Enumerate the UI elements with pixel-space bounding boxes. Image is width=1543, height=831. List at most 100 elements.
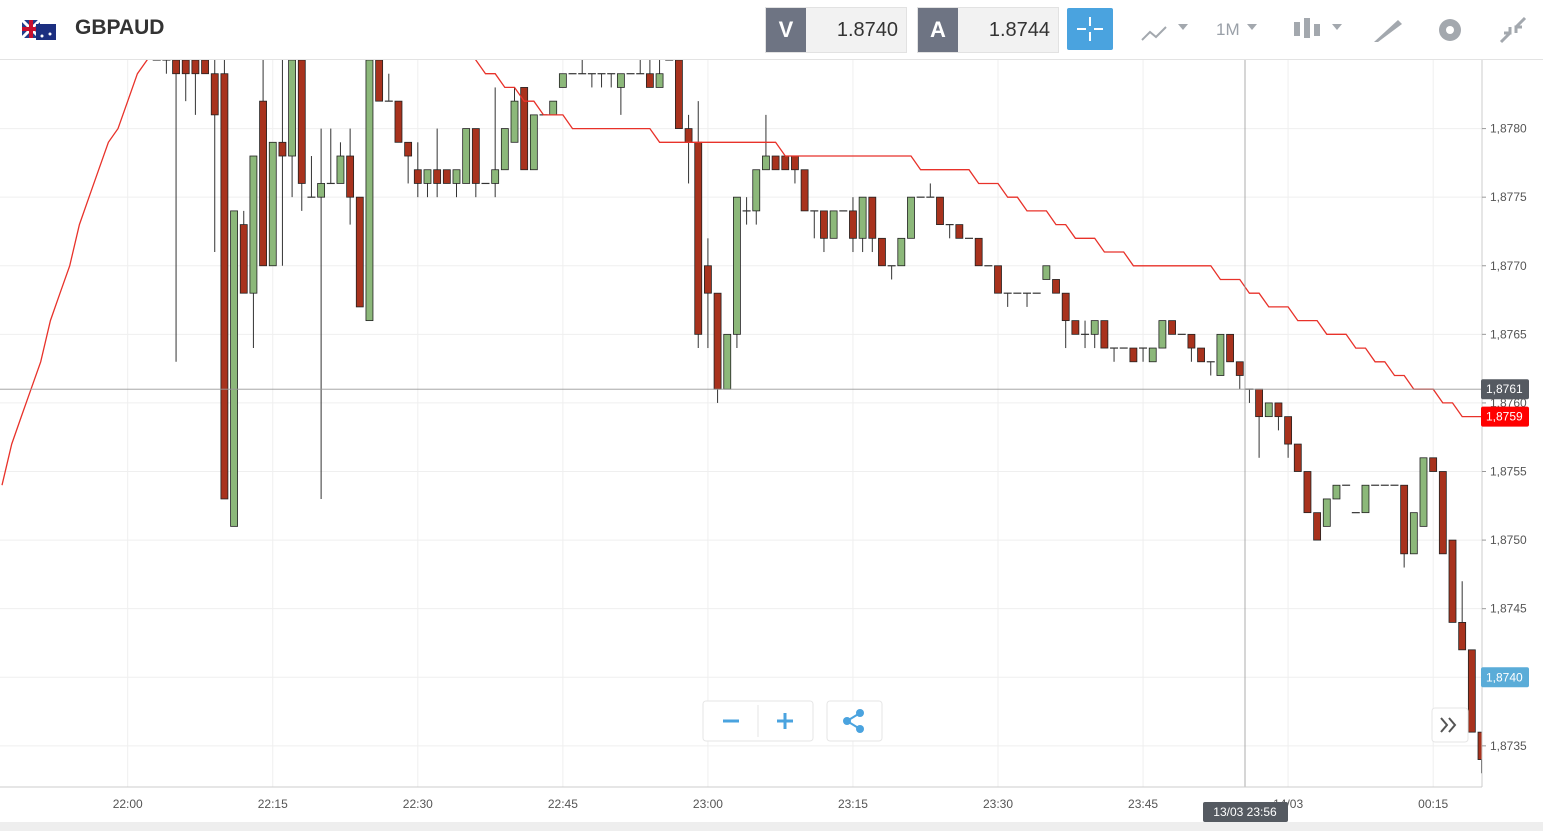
candle-body — [1458, 621, 1467, 651]
candle-body — [878, 237, 886, 267]
y-tick-label: 1,8780 — [1490, 122, 1527, 136]
candle-body — [1322, 498, 1331, 527]
zoom-controls — [702, 700, 1469, 743]
candle-body — [974, 237, 983, 267]
plot-area — [0, 60, 1482, 787]
candle-body — [471, 128, 480, 184]
candle-body — [172, 60, 180, 75]
candle-body — [1071, 320, 1080, 335]
candle-body — [1197, 347, 1205, 363]
candle-body — [994, 265, 1002, 294]
settings-button[interactable] — [1434, 14, 1466, 46]
candle-body — [191, 60, 200, 75]
candle-body — [317, 183, 326, 198]
candle-body — [1409, 512, 1418, 555]
candle-body — [500, 128, 509, 171]
candle-body — [800, 169, 809, 212]
x-tick-label: 23:30 — [983, 797, 1013, 811]
candle-body — [413, 169, 422, 184]
collapse-button[interactable] — [1497, 14, 1529, 46]
candle-body — [365, 60, 374, 322]
bottom-strip — [0, 822, 1543, 831]
candle-body — [1148, 347, 1157, 363]
bid-box[interactable]: V 1.8740 — [765, 7, 907, 53]
candle-body — [210, 73, 219, 116]
plot — [0, 60, 1482, 787]
candle-body — [288, 60, 297, 157]
scroll-end[interactable] — [1440, 717, 1457, 733]
crosshair-time: 13/03 23:56 — [1213, 805, 1277, 819]
candle-body — [1332, 484, 1341, 500]
bid-price: 1.8740 — [836, 19, 898, 41]
y-tick-label: 1,8755 — [1490, 465, 1527, 479]
candle-body — [1187, 333, 1196, 349]
candle-body — [1448, 539, 1457, 623]
candle-body — [684, 128, 693, 143]
candle-body — [781, 155, 790, 171]
candle-body — [762, 155, 770, 171]
ask-box[interactable]: A 1.8744 — [917, 7, 1059, 53]
crosshair-icon — [1077, 17, 1103, 41]
y-tick-label: 1,8770 — [1490, 259, 1527, 273]
candle-body — [675, 60, 683, 129]
flag-icon — [22, 20, 56, 40]
candle-body — [491, 169, 500, 184]
y-tick-label: 1,8750 — [1490, 533, 1527, 547]
x-tick-label: 23:15 — [838, 797, 868, 811]
candle-body — [1438, 471, 1447, 555]
candle-body — [713, 292, 722, 390]
chart-type-button[interactable] — [1138, 14, 1194, 46]
candle-body — [907, 196, 915, 239]
candle-body — [336, 155, 345, 184]
zoom-in[interactable] — [777, 713, 793, 729]
candle-body — [1284, 416, 1293, 445]
candle-body — [520, 87, 529, 171]
crosshair-button[interactable] — [1067, 8, 1113, 50]
candle-body — [1467, 649, 1476, 733]
y-tick-label: 1,8760 — [1490, 396, 1527, 410]
candle-body — [829, 210, 838, 239]
candle-body — [1235, 361, 1244, 376]
candle-body — [278, 141, 287, 157]
candle-body — [1293, 443, 1302, 472]
price-tag-bg — [1481, 667, 1529, 688]
candle-body — [694, 141, 703, 335]
candle-body — [955, 224, 964, 239]
moving-average — [1, 60, 1482, 486]
candle-body — [897, 237, 906, 267]
candles-button[interactable] — [1290, 14, 1346, 46]
candle-body — [868, 196, 877, 239]
candle-body — [1100, 320, 1109, 349]
candle-body — [375, 60, 384, 102]
candle-body — [268, 141, 277, 267]
draw-button[interactable] — [1370, 14, 1406, 46]
candle-body — [1429, 457, 1438, 472]
candle-body — [771, 155, 780, 171]
grid — [0, 60, 1482, 787]
x-tick-label: 23:00 — [693, 797, 723, 811]
candle-body — [820, 210, 828, 239]
scroll-end-panel — [1431, 707, 1469, 743]
candle-body — [230, 210, 238, 527]
timeframe-caret — [1247, 24, 1257, 30]
candle-body — [858, 196, 867, 239]
candle-body — [404, 141, 413, 157]
candle-body — [1400, 484, 1409, 555]
y-tick-label: 1,8765 — [1490, 327, 1527, 341]
symbol: GBPAUD — [75, 16, 165, 39]
candle-body — [1129, 347, 1138, 363]
candle-body — [1168, 320, 1176, 335]
timeframe[interactable]: 1M — [1216, 20, 1240, 39]
bid-label: V — [766, 8, 806, 52]
candle-body — [1052, 279, 1060, 294]
y-tick-label: 1,8775 — [1490, 190, 1527, 204]
share-button[interactable] — [843, 709, 864, 733]
price-tag-bg — [1481, 406, 1529, 427]
x-tick-label: 23:45 — [1128, 797, 1158, 811]
candle-body — [346, 155, 355, 198]
candle-body — [220, 73, 229, 500]
x-tick-label: 00:15 — [1418, 797, 1448, 811]
candle-body — [239, 224, 248, 294]
